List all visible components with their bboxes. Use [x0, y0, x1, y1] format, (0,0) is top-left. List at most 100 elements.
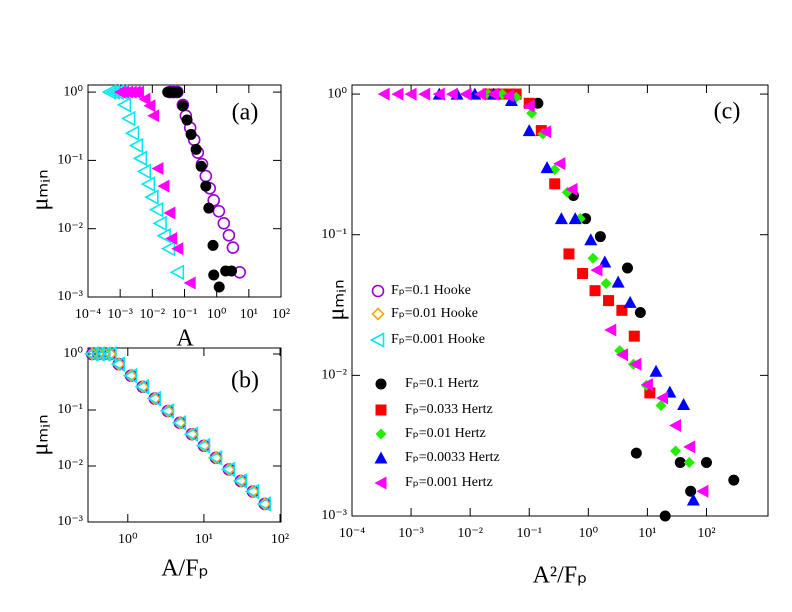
x-axis-label: A/Fₚ	[161, 556, 209, 582]
data-point	[404, 87, 417, 101]
data-point	[623, 295, 637, 308]
data-point	[655, 400, 667, 412]
x-axis-label: A	[176, 326, 194, 352]
panel-label: (b)	[231, 368, 259, 394]
data-point	[728, 474, 740, 486]
legend-label: Fₚ=0.001 Hertz	[405, 475, 493, 490]
y-tick-label: 10⁰	[63, 346, 83, 361]
data-point	[589, 285, 601, 297]
data-point	[171, 86, 183, 98]
data-point	[132, 150, 148, 167]
data-point	[634, 306, 646, 318]
y-tick-label: 10⁻²	[57, 458, 83, 473]
data-point	[128, 137, 144, 154]
y-tick-label: 10⁻³	[57, 289, 83, 304]
data-point	[377, 87, 390, 101]
data-point	[640, 378, 653, 392]
data-point	[122, 367, 138, 384]
legend-label: Fₚ=0.1 Hertz	[405, 376, 479, 391]
y-axis-label: μₘᵢₙ	[324, 279, 350, 320]
data-point	[120, 110, 136, 127]
data-point	[604, 323, 617, 337]
data-point	[655, 391, 668, 405]
plot-frame	[87, 347, 282, 523]
data-point	[181, 114, 193, 126]
x-tick-label: 10⁻³	[398, 526, 424, 541]
data-point	[616, 348, 629, 362]
data-point	[226, 241, 240, 254]
data-point	[190, 143, 202, 155]
legend-label: Fₚ=0.0033 Hertz	[405, 450, 500, 465]
y-axis-label: μₘᵢₙ	[28, 169, 54, 210]
data-point	[159, 403, 175, 419]
legend-marker	[371, 284, 385, 298]
data-point	[217, 216, 231, 230]
x-tick-label: 10⁻²	[140, 307, 166, 322]
data-point	[151, 162, 164, 176]
data-point	[502, 89, 515, 103]
panel-label: (a)	[232, 100, 259, 126]
data-point	[102, 346, 117, 362]
data-point	[553, 157, 566, 171]
y-tick-label: 10⁻³	[321, 508, 347, 523]
y-tick-label: 10⁻²	[321, 368, 347, 383]
data-point	[474, 87, 487, 101]
data-point	[685, 485, 697, 497]
legend-label: Fₚ=0.01 Hertz	[405, 426, 486, 441]
data-point	[445, 87, 458, 101]
data-point	[487, 87, 500, 101]
x-tick-label: 10²	[697, 526, 715, 541]
data-point	[686, 493, 700, 506]
data-point	[600, 277, 612, 289]
data-point	[644, 387, 656, 399]
legend-marker	[375, 378, 387, 390]
data-point	[700, 457, 712, 469]
y-tick-label: 10⁻²	[57, 221, 83, 236]
data-point	[96, 346, 111, 362]
data-point	[207, 449, 223, 466]
data-point	[670, 445, 682, 457]
data-point	[207, 239, 219, 251]
data-point	[157, 179, 170, 193]
data-point	[199, 169, 213, 183]
x-tick-label: 10¹	[195, 532, 213, 547]
legend-marker	[369, 332, 385, 348]
data-point	[683, 440, 696, 454]
data-point	[584, 233, 598, 246]
data-point	[616, 304, 628, 316]
data-point	[391, 87, 404, 101]
data-point	[171, 414, 187, 431]
data-point	[136, 163, 152, 180]
y-tick-label: 10⁰	[63, 84, 83, 99]
data-point	[669, 419, 682, 433]
data-point	[568, 212, 582, 225]
data-point	[232, 473, 248, 489]
data-point	[696, 484, 709, 498]
data-point	[256, 496, 272, 512]
legend-marker	[374, 451, 388, 464]
data-point	[169, 264, 185, 281]
legend-label: Fₚ=0.033 Hertz	[405, 402, 493, 417]
data-point	[590, 263, 603, 277]
data-point	[212, 204, 226, 218]
data-point	[630, 447, 642, 459]
data-point	[532, 97, 544, 109]
data-point	[677, 398, 691, 411]
x-tick-label: 10⁰	[579, 526, 599, 541]
data-point	[683, 457, 695, 469]
y-tick-label: 10⁻¹	[57, 402, 83, 417]
data-point	[156, 227, 171, 244]
data-point	[539, 125, 552, 139]
data-point	[629, 357, 642, 371]
data-point	[143, 99, 156, 113]
x-tick-label: 10⁰	[207, 307, 227, 322]
x-tick-label: 10⁰	[118, 532, 138, 547]
legend-label: Fₚ=0.1 Hooke	[391, 283, 471, 298]
data-point	[540, 161, 554, 174]
data-point	[603, 295, 615, 307]
data-point	[554, 212, 568, 225]
x-axis-label: A²/Fₚ	[533, 563, 588, 589]
legend-marker	[374, 476, 387, 490]
x-tick-label: 10⁻²	[457, 526, 483, 541]
